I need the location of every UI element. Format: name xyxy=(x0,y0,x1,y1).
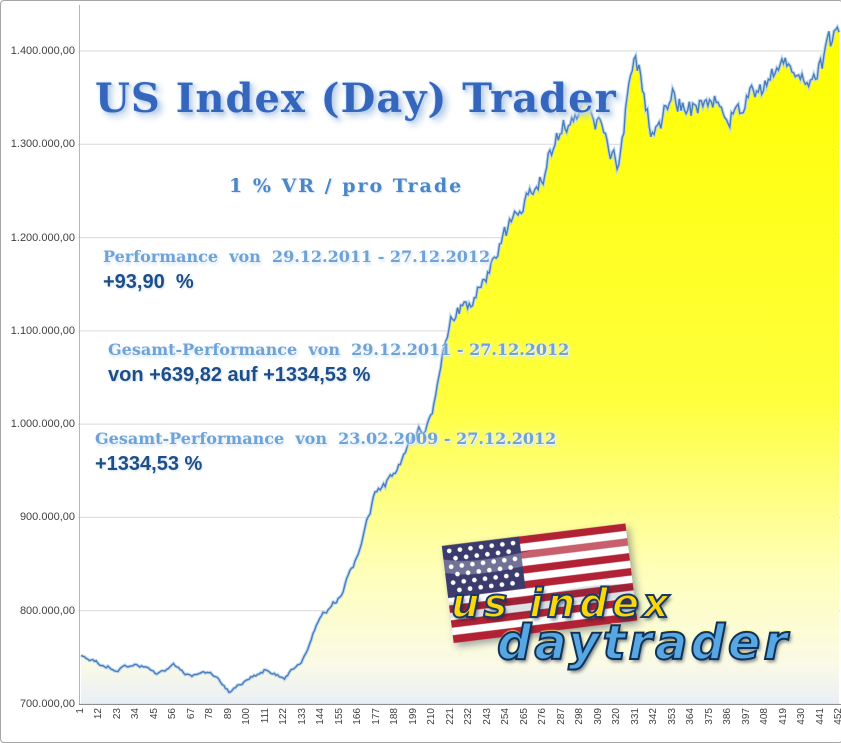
annotation-value: +1334,53 % xyxy=(95,453,203,475)
x-axis-label: 144 xyxy=(315,708,327,725)
x-axis-label: 155 xyxy=(333,708,345,725)
annotation-gesamt-performance-since-2011: Gesamt-Performance von 29.12.2011 - 27.1… xyxy=(108,340,569,387)
x-axis-label: 45 xyxy=(148,708,160,720)
x-axis-label: 375 xyxy=(703,708,715,725)
y-axis-label: 700.000,00 xyxy=(19,698,75,710)
x-axis-label: 210 xyxy=(426,708,438,725)
y-axis-label: 900.000,00 xyxy=(19,511,75,524)
annotation-header: Gesamt-Performance von 29.12.2011 - 27.1… xyxy=(108,340,570,359)
x-axis-label: 430 xyxy=(796,708,808,725)
logo-text-us-index: us index xyxy=(450,580,673,628)
x-axis-label: 276 xyxy=(537,708,549,725)
annotation-value: von +639,82 auf +1334,53 % xyxy=(108,364,371,386)
y-axis-label: 1.000.000,00 xyxy=(10,418,75,431)
x-axis-label: 89 xyxy=(222,708,234,720)
us-flag-icon xyxy=(441,523,638,643)
x-axis-label: 309 xyxy=(592,708,604,725)
chart-subtitle: 1 % VR / pro Trade xyxy=(229,175,464,197)
annotation-performance-2012: Performance von 29.12.2011 - 27.12.2012 … xyxy=(103,247,490,294)
annotation-value: +93,90 % xyxy=(103,271,194,293)
x-axis-label: 166 xyxy=(352,708,364,725)
x-axis-label: 67 xyxy=(185,708,197,720)
x-axis-label: 221 xyxy=(444,708,456,725)
x-axis-label: 1 xyxy=(75,708,86,714)
x-axis-label: 122 xyxy=(278,708,290,725)
equity-area xyxy=(81,27,839,704)
y-axis-label: 1.300.000,00 xyxy=(10,138,75,151)
chart-title: US Index (Day) Trader xyxy=(95,75,617,122)
annotation-gesamt-performance-since-2009: Gesamt-Performance von 23.02.2009 - 27.1… xyxy=(95,429,556,476)
x-axis-label: 188 xyxy=(389,708,401,725)
x-axis-label: 331 xyxy=(629,708,641,725)
x-axis-label: 111 xyxy=(259,708,271,724)
y-axis-label: 1.100.000,00 xyxy=(10,324,75,337)
y-axis-label: 800.000,00 xyxy=(19,604,75,617)
y-axis-label: 1.400.000,00 xyxy=(10,45,75,57)
y-axis-label: 1.200.000,00 xyxy=(10,231,75,244)
x-axis-label: 386 xyxy=(722,708,734,725)
annotation-header: Gesamt-Performance von 23.02.2009 - 27.1… xyxy=(95,429,557,448)
x-axis-label: 452 xyxy=(833,708,841,725)
x-axis-label: 254 xyxy=(500,708,512,725)
x-axis-label: 342 xyxy=(648,708,660,725)
x-axis-label: 265 xyxy=(518,708,530,725)
x-axis-label: 78 xyxy=(204,708,216,720)
x-axis-label: 287 xyxy=(555,708,567,725)
x-axis-label: 177 xyxy=(370,708,382,725)
logo-text-daytrader: daytrader xyxy=(496,614,791,672)
x-axis-label: 23 xyxy=(111,708,123,720)
x-axis-label: 353 xyxy=(666,708,678,725)
x-axis-label: 397 xyxy=(740,708,752,725)
x-axis-label: 408 xyxy=(759,708,771,725)
x-axis-label: 12 xyxy=(93,708,105,720)
logo: us index daytrader xyxy=(439,523,788,679)
x-axis-label: 441 xyxy=(814,708,826,725)
x-axis-label: 419 xyxy=(777,708,789,725)
x-axis-label: 199 xyxy=(407,708,419,725)
x-axis-label: 100 xyxy=(241,708,253,725)
annotation-header: Performance von 29.12.2011 - 27.12.2012 xyxy=(103,247,491,266)
equity-line xyxy=(80,25,840,694)
x-axis-label: 133 xyxy=(296,708,308,725)
x-axis-label: 34 xyxy=(130,708,142,720)
x-axis-label: 364 xyxy=(685,708,697,725)
x-axis-label: 298 xyxy=(574,708,586,725)
x-axis-label: 232 xyxy=(463,708,475,725)
x-axis-label: 320 xyxy=(611,708,623,725)
x-axis-label: 243 xyxy=(481,708,493,725)
x-axis-label: 56 xyxy=(167,708,179,720)
